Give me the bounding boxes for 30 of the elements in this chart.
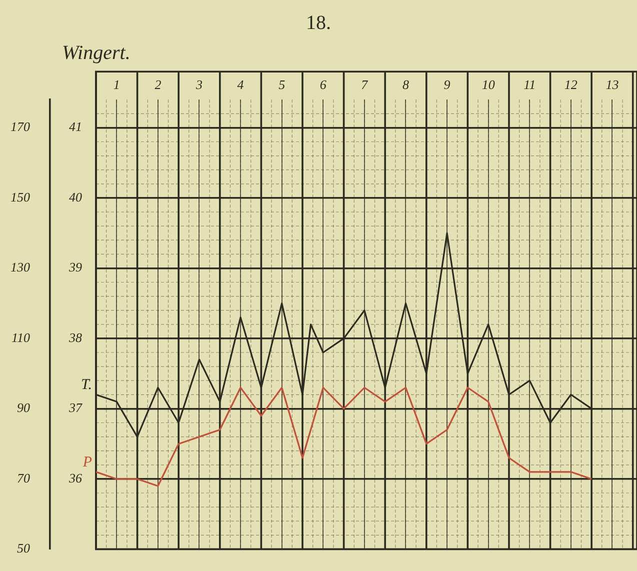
x-tick-label: 3 bbox=[194, 77, 203, 92]
x-tick-label: 7 bbox=[361, 77, 368, 92]
x-tick-label: 13 bbox=[606, 77, 620, 92]
x-tick-label: 6 bbox=[320, 77, 327, 92]
x-tick-label: 12 bbox=[564, 77, 578, 92]
y2-tick-label: 130 bbox=[10, 260, 30, 275]
x-tick-label: 4 bbox=[237, 77, 244, 92]
y-tick-label: 41 bbox=[69, 119, 82, 134]
x-tick-label: 9 bbox=[444, 77, 451, 92]
x-tick-label: 8 bbox=[402, 77, 410, 92]
y2-tick-label: 50 bbox=[17, 540, 30, 556]
chart-title: Wingert. bbox=[62, 42, 130, 65]
series-label: P bbox=[82, 454, 92, 470]
y2-tick-label: 170 bbox=[10, 119, 30, 134]
y2-tick-label: 70 bbox=[17, 470, 30, 486]
x-tick-label: 11 bbox=[524, 77, 536, 92]
series-label: T. bbox=[81, 377, 92, 394]
y-tick-label: 38 bbox=[68, 330, 82, 345]
x-tick-label: 1 bbox=[113, 77, 120, 92]
x-tick-label: 5 bbox=[278, 77, 286, 92]
y-tick-label: 40 bbox=[69, 189, 82, 204]
text: 18. bbox=[305, 12, 332, 35]
x-tick-label: 10 bbox=[482, 77, 496, 92]
y-tick-label: 39 bbox=[68, 260, 82, 275]
y2-tick-label: 110 bbox=[11, 330, 30, 345]
y2-tick-label: 90 bbox=[17, 400, 30, 416]
x-tick-label: 2 bbox=[154, 77, 162, 92]
y-tick-label: 37 bbox=[68, 400, 82, 416]
y2-tick-label: 150 bbox=[10, 189, 30, 204]
y-tick-label: 36 bbox=[68, 470, 82, 486]
